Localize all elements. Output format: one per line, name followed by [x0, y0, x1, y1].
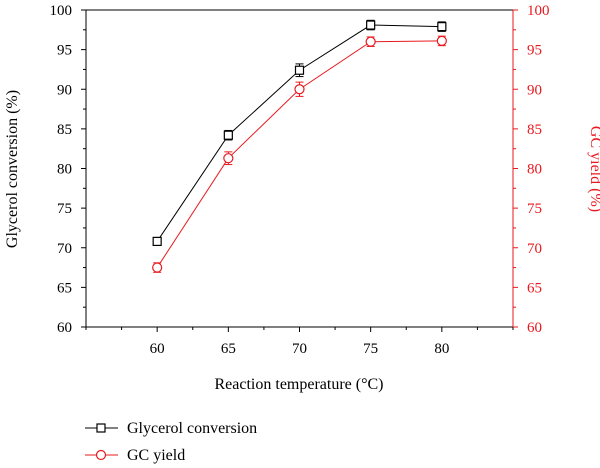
left-y-tick-label: 60 [57, 320, 72, 336]
left-y-tick-label: 65 [57, 280, 72, 296]
right-axis-ticks: 60 65 70 75 80 85 90 95 100 [513, 3, 550, 336]
left-y-tick-label: 95 [57, 43, 72, 59]
right-y-tick-label: 65 [527, 280, 542, 296]
right-axis-title: GC yield (%) [587, 126, 600, 212]
right-y-tick-label: 80 [527, 162, 542, 178]
plot-frame [85, 9, 514, 328]
left-y-tick-label: 100 [50, 3, 73, 19]
data-point-square [152, 236, 162, 247]
left-axis-title: Glycerol conversion (%) [4, 90, 21, 248]
right-y-tick-label: 100 [527, 3, 550, 19]
legend-item-glycerol-conversion: Glycerol conversion [85, 420, 257, 437]
x-tick-label: 80 [434, 341, 449, 357]
data-point-square [366, 20, 376, 30]
data-point-circle [152, 262, 163, 273]
data-point-circle [223, 153, 234, 164]
legend-label-gc-yield: GC yield [127, 447, 185, 464]
legend-marker-square [96, 423, 106, 433]
right-y-tick-label: 60 [527, 320, 542, 336]
right-y-tick-label: 70 [527, 241, 542, 257]
data-point-square [294, 65, 305, 75]
left-y-tick-label: 90 [57, 82, 72, 98]
left-y-tick-label: 70 [57, 241, 72, 257]
right-y-tick-label: 85 [527, 122, 542, 138]
x-tick-label: 75 [363, 341, 378, 357]
legend: Glycerol conversion GC yield [85, 420, 257, 464]
x-axis-ticks: 60 65 70 75 80 [85, 327, 514, 357]
right-y-tick-label: 95 [527, 43, 542, 59]
data-point-circle [294, 84, 305, 95]
left-y-tick-label: 75 [57, 201, 72, 217]
data-point-square [437, 22, 447, 32]
series-line-glycerol-conversion [156, 24, 442, 242]
series-gc-yield [152, 35, 447, 273]
data-point-circle [436, 35, 447, 47]
legend-marker-circle [95, 449, 107, 461]
left-axis-ticks: 60 65 70 75 80 85 90 95 100 [50, 3, 86, 336]
x-tick-label: 65 [221, 341, 236, 357]
right-y-tick-label: 90 [527, 82, 542, 98]
data-point-circle [365, 36, 376, 47]
x-tick-label: 60 [150, 341, 165, 357]
data-point-square [223, 130, 233, 140]
legend-label-glycerol-conversion: Glycerol conversion [127, 420, 257, 437]
x-axis-title: Reaction temperature (°C) [215, 376, 384, 393]
left-y-tick-label: 80 [57, 162, 72, 178]
x-tick-label: 70 [292, 341, 307, 357]
right-y-tick-label: 75 [527, 201, 542, 217]
legend-item-gc-yield: GC yield [85, 447, 185, 464]
left-y-tick-label: 85 [57, 122, 72, 138]
series-glycerol-conversion [152, 19, 447, 247]
series-layer [152, 19, 447, 273]
